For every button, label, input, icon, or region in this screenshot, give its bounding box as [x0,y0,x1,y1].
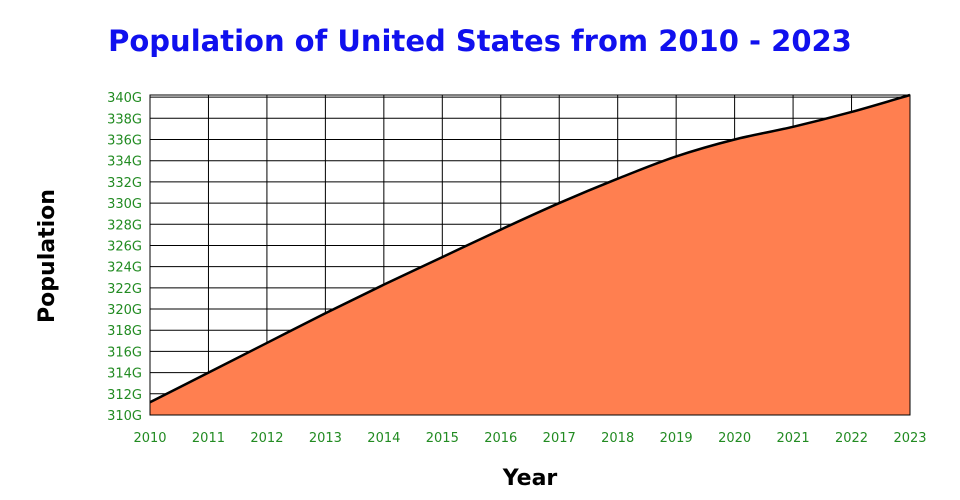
x-tick-label: 2016 [484,431,517,446]
y-tick-label: 312G [107,388,142,403]
y-tick-label: 340G [107,91,142,106]
plot-frame [149,94,911,416]
y-tick-label: 322G [107,282,142,297]
y-axis-ticks: 310G 312G 314G 316G 318G 320G 322G 324G 326G 328G… [107,91,142,424]
y-tick-label: 310G [107,409,142,424]
y-tick-label: 324G [107,261,142,276]
x-tick-label: 2010 [133,431,166,446]
population-line [149,93,911,404]
population-area [150,95,910,415]
x-tick-label: 2014 [367,431,400,446]
y-axis-title: Population [35,189,60,323]
x-axis-ticks: 2010 2011 2012 2013 2014 2015 2016 2017 2018 2019… [133,431,926,446]
x-axis-title: Year [502,466,558,491]
y-tick-label: 338G [107,112,142,127]
x-tick-label: 2020 [718,431,751,446]
y-tick-label: 334G [107,155,142,170]
y-tick-label: 330G [107,197,142,212]
chart-title: Population of United States from 2010 - … [108,24,852,58]
x-tick-label: 2021 [777,431,810,446]
y-tick-label: 318G [107,324,142,339]
x-tick-label: 2012 [250,431,283,446]
y-tick-label: 336G [107,134,142,149]
x-tick-label: 2013 [309,431,342,446]
x-tick-label: 2022 [835,431,868,446]
y-tick-label: 314G [107,367,142,382]
x-tick-label: 2019 [660,431,693,446]
y-tick-label: 326G [107,239,142,254]
x-tick-label: 2017 [543,431,576,446]
x-tick-label: 2015 [426,431,459,446]
x-tick-label: 2023 [893,431,926,446]
x-tick-label: 2018 [601,431,634,446]
x-tick-label: 2011 [192,431,225,446]
y-tick-label: 328G [107,218,142,233]
y-tick-label: 316G [107,345,142,360]
y-tick-label: 332G [107,176,142,191]
y-tick-label: 320G [107,303,142,318]
